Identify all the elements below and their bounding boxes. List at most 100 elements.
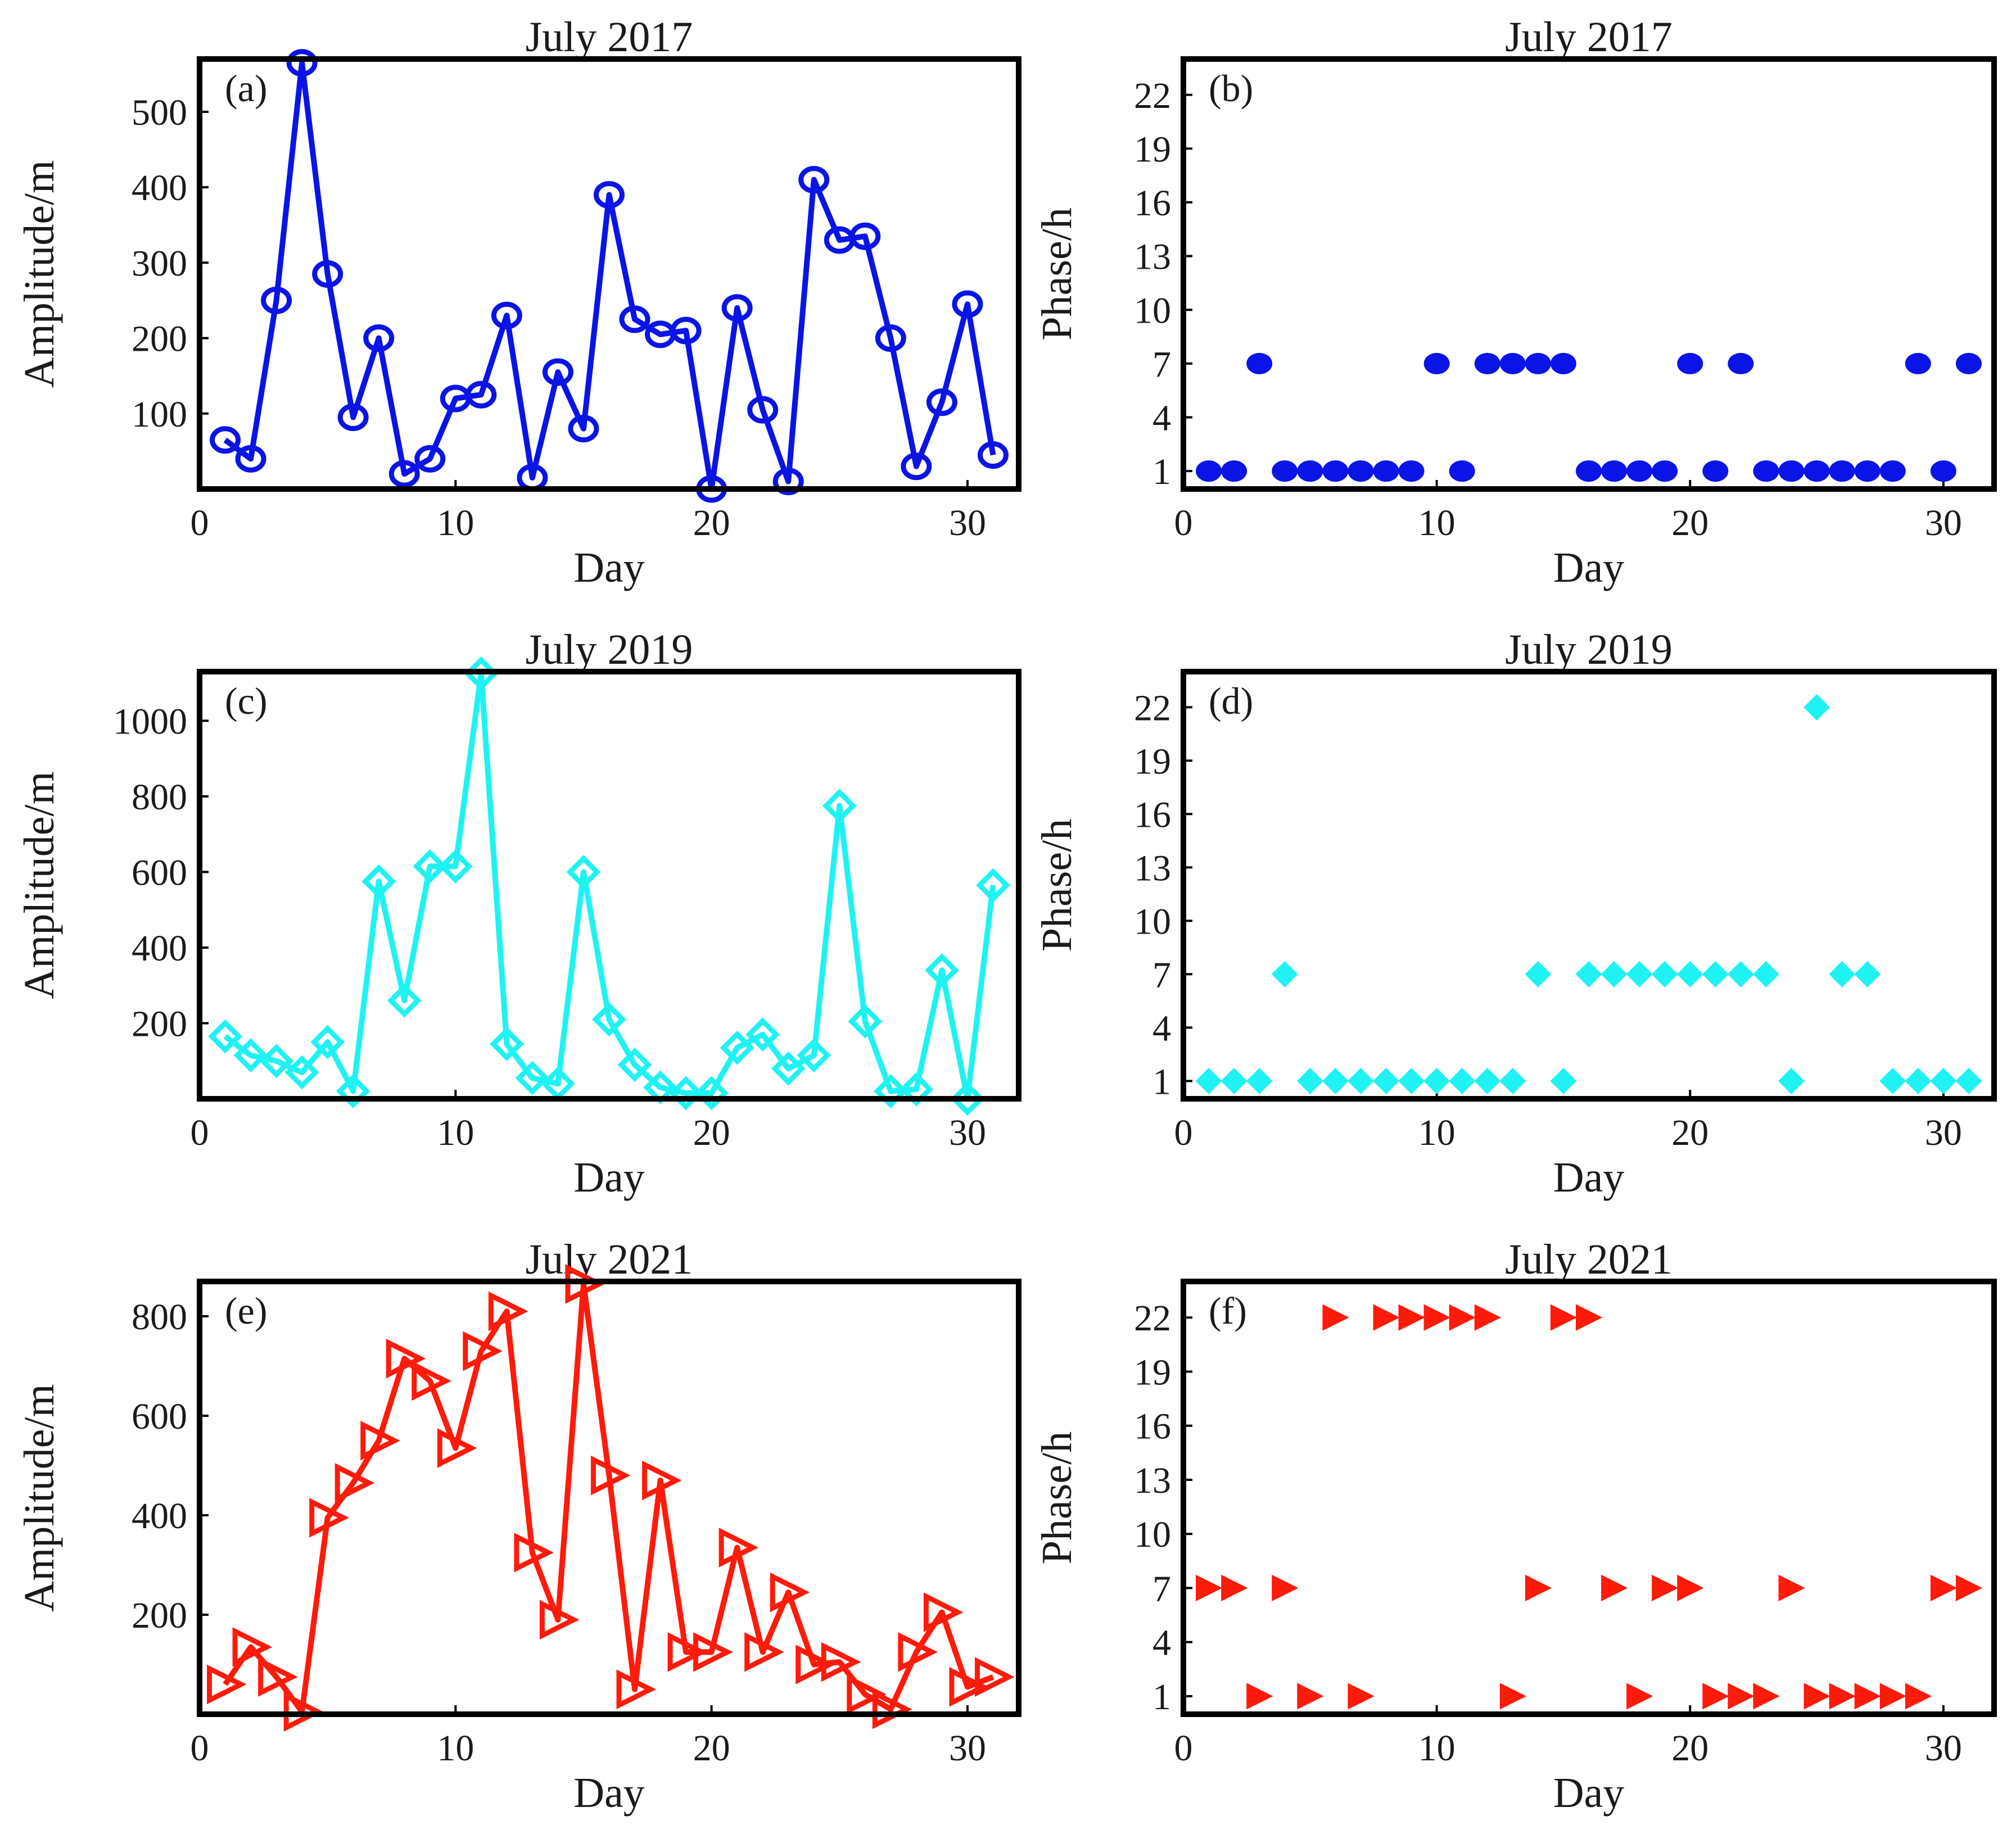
data-point — [336, 1074, 370, 1108]
panel-label: (c) — [225, 680, 267, 722]
data-point — [772, 468, 804, 496]
data-point — [1905, 1067, 1932, 1094]
data-point — [1195, 1067, 1222, 1094]
data-point — [1677, 1574, 1704, 1602]
x-tick-label: 10 — [1418, 1728, 1456, 1769]
data-point — [1778, 1574, 1805, 1602]
x-tick-label: 30 — [1925, 1728, 1962, 1769]
data-point — [1423, 352, 1450, 374]
data-point — [1398, 1304, 1425, 1331]
y-tick-label: 1 — [1152, 1677, 1171, 1718]
panel-a: July 2017 0 10 20 30 100 200 300 400 500 Day Amplit… — [16, 13, 1021, 591]
data-point — [952, 290, 983, 318]
data-point — [491, 301, 522, 329]
data-point — [1803, 1683, 1830, 1710]
data-point — [976, 868, 1010, 903]
y-tick-label: 200 — [132, 1595, 187, 1636]
data-point — [950, 1081, 985, 1116]
series-a — [210, 49, 1009, 503]
data-point — [1727, 961, 1754, 988]
data-point — [1652, 1574, 1679, 1602]
data-point — [208, 1019, 242, 1054]
data-point — [1702, 1683, 1729, 1710]
data-point — [1803, 694, 1830, 721]
data-point — [847, 1674, 887, 1714]
data-point — [1879, 1683, 1906, 1710]
data-point — [1676, 961, 1703, 988]
data-point — [1348, 460, 1374, 482]
data-point — [798, 166, 830, 194]
data-point — [1879, 1067, 1906, 1094]
x-tick-label: 10 — [1418, 502, 1456, 543]
y-tick-label: 800 — [132, 1297, 187, 1338]
data-point — [335, 1463, 375, 1503]
data-point — [875, 324, 906, 352]
data-point — [744, 1632, 784, 1672]
data-point — [721, 294, 753, 322]
x-tick-label: 20 — [693, 1728, 730, 1769]
y-tick-label: 13 — [1134, 237, 1171, 278]
data-point — [361, 864, 396, 899]
y-tick-label: 16 — [1134, 1406, 1171, 1447]
chart-title: July 2017 — [1505, 13, 1673, 61]
data-point — [1322, 1067, 1349, 1094]
data-point — [720, 1030, 754, 1065]
series-e — [207, 1264, 1015, 1732]
data-point — [1296, 1067, 1323, 1094]
data-point — [898, 1632, 938, 1672]
data-point — [1854, 961, 1881, 988]
data-point — [1955, 1067, 1982, 1094]
data-point — [1272, 460, 1298, 482]
y-tick-label: 22 — [1134, 75, 1171, 116]
data-point — [1829, 1683, 1856, 1710]
data-point — [235, 445, 266, 473]
data-point — [901, 452, 932, 481]
y-tick-label: 800 — [132, 777, 187, 818]
series-line — [223, 60, 996, 492]
series-d — [1195, 694, 1982, 1094]
data-point — [594, 181, 625, 209]
y-axis-label: Phase/h — [1033, 1432, 1081, 1564]
data-point — [1271, 961, 1298, 988]
data-point — [539, 1600, 580, 1640]
data-point — [1702, 961, 1729, 988]
data-point — [1601, 460, 1628, 482]
y-tick-label: 400 — [132, 928, 187, 969]
data-point — [1499, 352, 1526, 374]
data-point — [1297, 1683, 1324, 1710]
data-point — [1246, 1683, 1273, 1710]
data-point — [258, 1657, 298, 1697]
data-point — [312, 260, 343, 288]
data-point — [261, 286, 292, 314]
data-point — [1955, 352, 1982, 374]
data-point — [1651, 961, 1678, 988]
y-tick-label: 4 — [1152, 1623, 1171, 1664]
data-point — [463, 1331, 503, 1371]
y-tick-label: 4 — [1152, 1008, 1171, 1049]
x-tick-label: 10 — [437, 1112, 474, 1153]
x-axis-label: Day — [573, 544, 645, 591]
data-point — [488, 1291, 528, 1331]
axes-frame — [197, 669, 1021, 1102]
x-axis-label: Day — [573, 1769, 645, 1817]
data-point — [1575, 961, 1602, 988]
series-line — [223, 671, 996, 1102]
y-axis-label: Amplitude/m — [16, 1384, 63, 1611]
x-tick-label: 10 — [437, 502, 474, 543]
data-point — [1297, 460, 1323, 482]
data-point — [232, 1627, 273, 1667]
data-point — [388, 460, 420, 488]
data-point — [1449, 1304, 1476, 1331]
data-point — [1652, 460, 1678, 482]
data-point — [566, 855, 601, 889]
data-point — [1753, 1683, 1780, 1710]
data-point — [1423, 1304, 1450, 1331]
panel-label: (d) — [1209, 680, 1253, 722]
data-point — [977, 441, 1009, 469]
y-tick-label: 10 — [1134, 290, 1171, 331]
x-tick-label: 0 — [191, 1728, 209, 1769]
y-tick-label: 400 — [132, 167, 187, 209]
panel-label: (e) — [225, 1289, 267, 1332]
axes-frame — [197, 1279, 1021, 1717]
data-point — [667, 1632, 708, 1672]
